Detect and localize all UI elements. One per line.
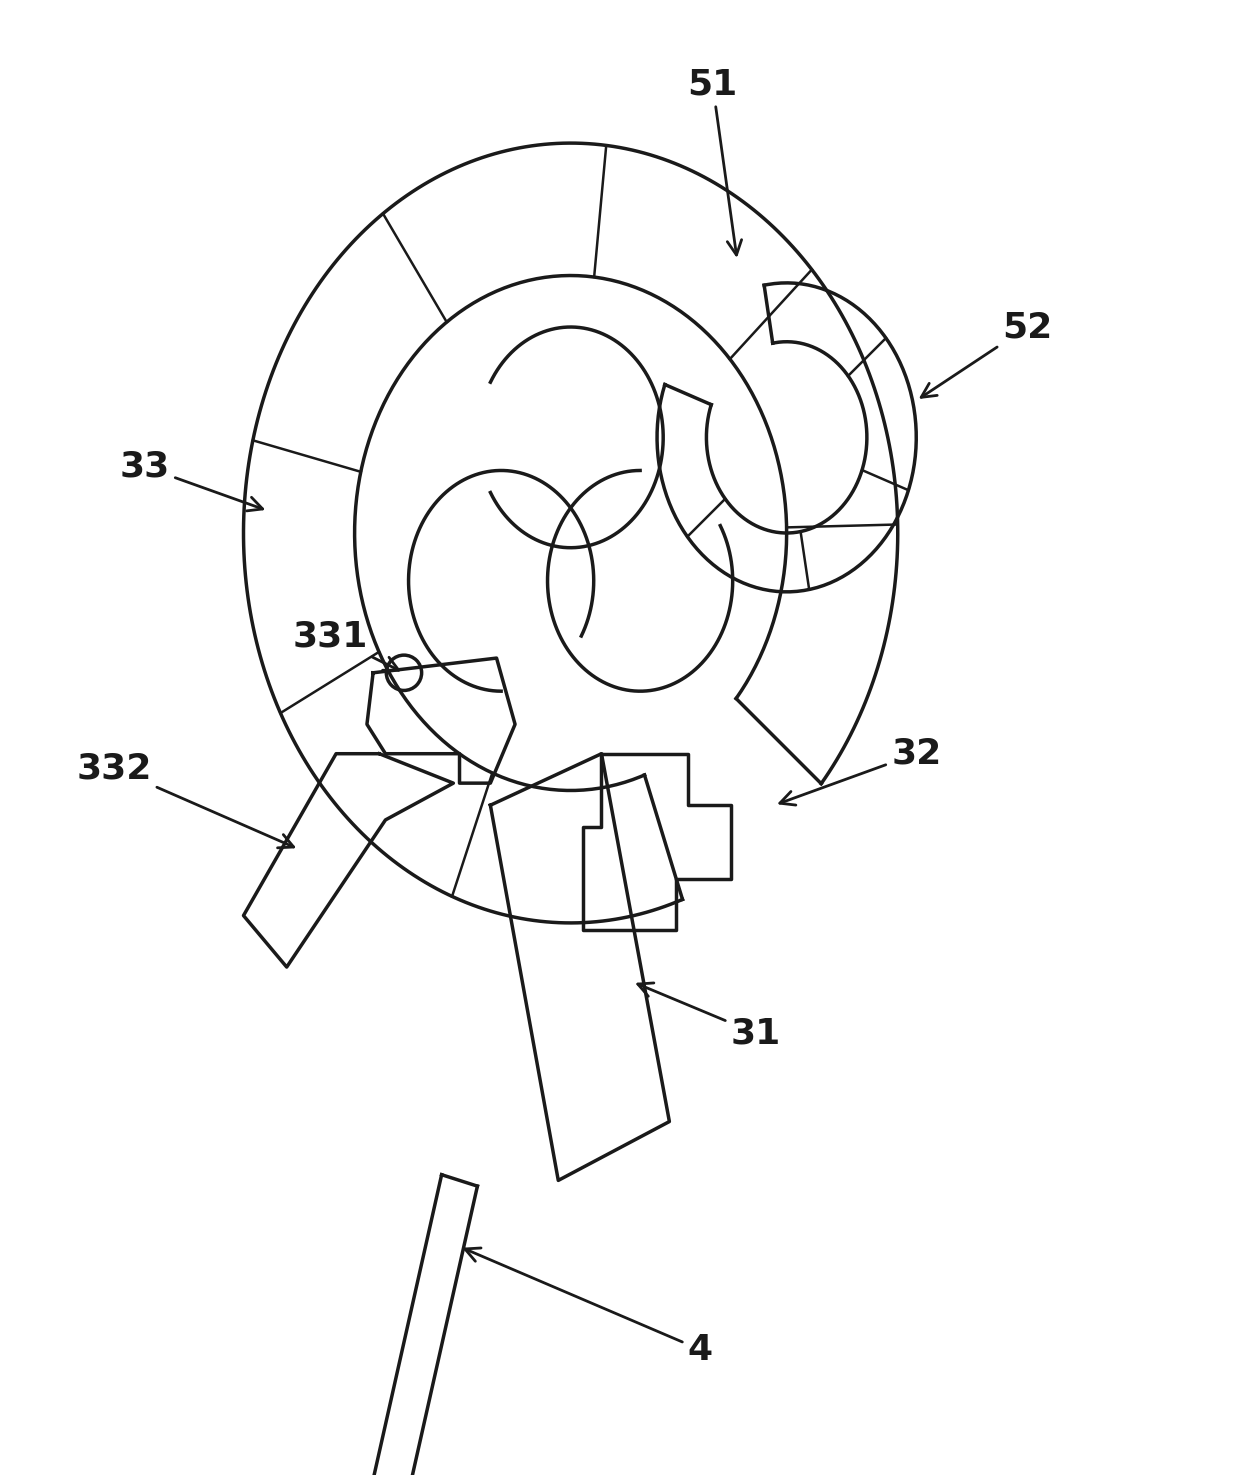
Text: 332: 332 (76, 751, 294, 848)
Text: 331: 331 (293, 619, 399, 670)
Text: 51: 51 (687, 67, 742, 256)
Text: 4: 4 (465, 1247, 713, 1367)
Text: 33: 33 (119, 449, 263, 511)
Text: 52: 52 (921, 310, 1053, 398)
Text: 32: 32 (780, 736, 941, 806)
Text: 31: 31 (637, 983, 781, 1051)
